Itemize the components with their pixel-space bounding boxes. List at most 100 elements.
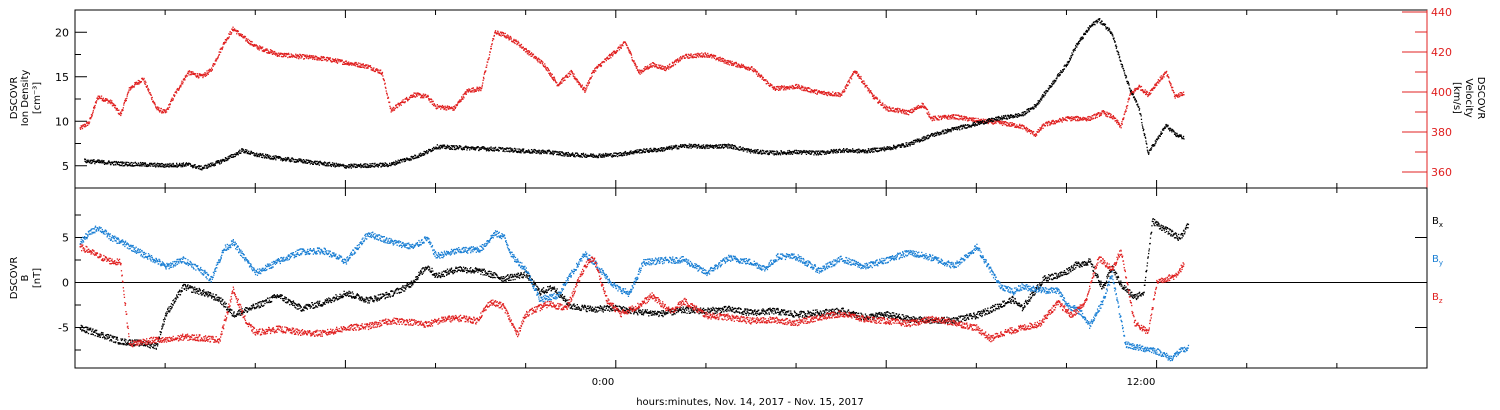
data-point (383, 80, 385, 82)
data-point (1030, 132, 1032, 135)
data-point (444, 145, 446, 148)
data-point (719, 147, 721, 149)
data-point (245, 38, 248, 40)
data-point (959, 115, 961, 117)
data-point (526, 150, 528, 152)
data-point (573, 77, 575, 79)
data-point (868, 89, 870, 92)
data-point (940, 118, 942, 121)
data-point (260, 46, 262, 48)
data-point (488, 58, 490, 60)
data-point (1025, 128, 1027, 130)
data-point (784, 151, 786, 154)
data-point (754, 149, 756, 151)
data-point (497, 31, 499, 33)
data-point (944, 115, 947, 118)
data-point (342, 164, 344, 167)
data-point (97, 95, 99, 97)
data-point (785, 153, 788, 156)
data-point (712, 56, 714, 58)
data-point (217, 56, 219, 58)
data-point (597, 66, 599, 68)
data-point (279, 52, 281, 54)
data-point (633, 151, 635, 153)
data-point (979, 119, 981, 121)
data-point (582, 89, 584, 91)
data-point (819, 92, 821, 94)
data-point (735, 65, 737, 68)
data-point (564, 155, 566, 157)
data-point (798, 152, 800, 155)
data-point (504, 32, 506, 35)
data-point (413, 155, 415, 158)
data-point (226, 158, 228, 160)
data-point (252, 44, 254, 46)
data-point (333, 165, 335, 167)
data-point (265, 49, 267, 51)
data-point (828, 152, 830, 154)
data-point (580, 155, 582, 157)
data-point (781, 85, 783, 87)
data-point (1047, 122, 1049, 124)
data-point (678, 60, 680, 62)
data-point (399, 162, 401, 164)
data-point (953, 118, 955, 120)
data-point (450, 108, 452, 110)
data-point (145, 85, 147, 88)
data-point (468, 88, 470, 90)
data-point (172, 99, 174, 101)
data-point (695, 54, 697, 56)
data-point (726, 145, 728, 147)
data-point (707, 144, 709, 146)
data-point (300, 161, 302, 163)
data-point (401, 100, 403, 102)
data-point (1107, 112, 1109, 114)
data-point (310, 160, 312, 162)
density-tick-label: 20 (55, 26, 69, 39)
data-point (641, 69, 643, 71)
data-point (406, 98, 408, 100)
data-point (707, 147, 709, 149)
data-point (863, 83, 865, 85)
data-point (253, 153, 256, 155)
data-point (174, 165, 176, 167)
data-point (429, 98, 431, 100)
data-point (433, 103, 435, 105)
data-point (518, 148, 521, 150)
data-point (943, 114, 945, 117)
data-point (160, 166, 162, 168)
data-point (523, 148, 525, 150)
data-point (640, 71, 642, 73)
data-point (563, 77, 565, 79)
data-point (118, 109, 120, 111)
data-point (1131, 92, 1133, 94)
data-point (618, 152, 620, 155)
data-point (731, 60, 733, 63)
data-point (612, 53, 614, 56)
data-point (149, 165, 151, 167)
data-point (951, 118, 953, 120)
data-point (1015, 126, 1018, 129)
data-point (648, 67, 650, 69)
data-point (747, 149, 749, 151)
data-point (267, 155, 269, 158)
data-point (564, 153, 566, 155)
data-point (623, 153, 625, 155)
data-point (219, 163, 221, 165)
data-point (826, 94, 829, 97)
data-point (467, 90, 469, 92)
data-point (626, 44, 628, 47)
data-point (481, 87, 483, 89)
data-point (113, 164, 115, 166)
data-point (653, 147, 655, 149)
data-point (760, 149, 762, 152)
data-point (380, 72, 382, 74)
data-point (583, 154, 585, 156)
data-point (994, 120, 996, 123)
data-point (269, 52, 271, 54)
data-point (808, 150, 811, 152)
data-point (973, 117, 975, 119)
data-point (1120, 124, 1122, 127)
data-point (582, 87, 585, 89)
data-point (544, 150, 546, 152)
